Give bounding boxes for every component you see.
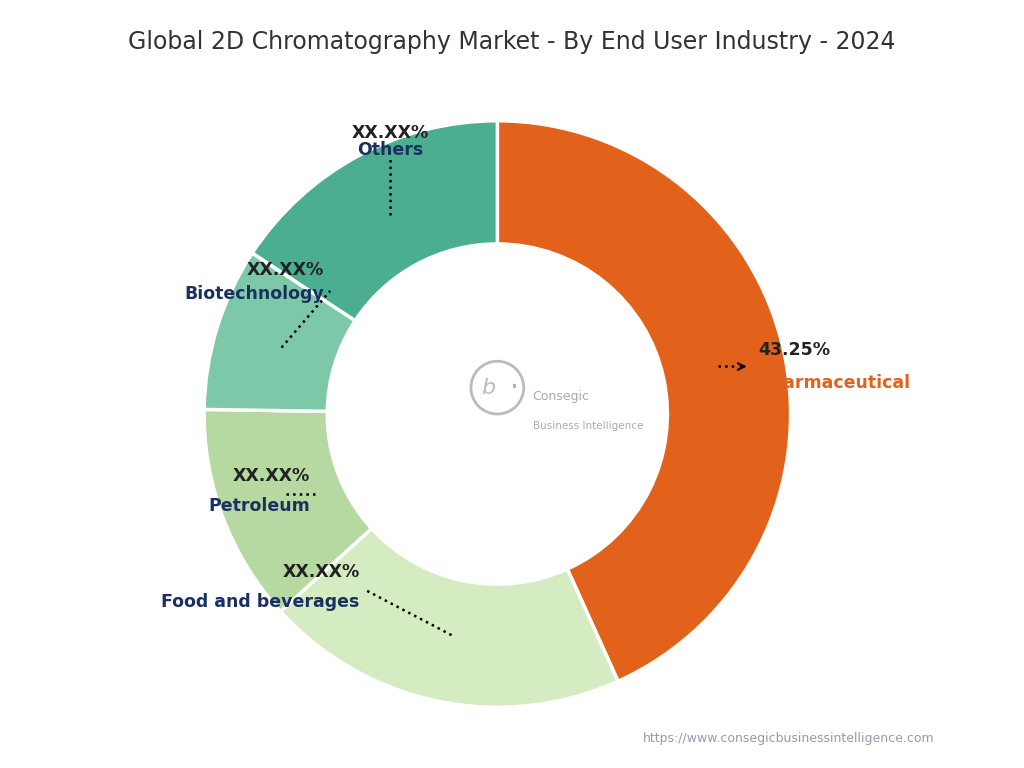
Wedge shape	[204, 409, 372, 611]
Text: ·: ·	[511, 373, 519, 402]
Text: 43.25%: 43.25%	[759, 341, 830, 359]
Text: https://www.consegicbusinessintelligence.com: https://www.consegicbusinessintelligence…	[643, 733, 934, 745]
Text: XX.XX%: XX.XX%	[351, 124, 429, 141]
Text: Pharmaceutical: Pharmaceutical	[759, 373, 910, 392]
Text: XX.XX%: XX.XX%	[247, 261, 325, 280]
Text: Petroleum: Petroleum	[208, 497, 309, 515]
Text: Others: Others	[357, 141, 423, 159]
Wedge shape	[498, 121, 791, 681]
Text: XX.XX%: XX.XX%	[283, 564, 359, 581]
Text: Global 2D Chromatography Market - By End User Industry - 2024: Global 2D Chromatography Market - By End…	[128, 30, 896, 55]
Text: Biotechnology: Biotechnology	[184, 285, 325, 303]
Text: XX.XX%: XX.XX%	[232, 467, 309, 485]
Wedge shape	[252, 121, 498, 321]
Wedge shape	[281, 528, 618, 707]
Wedge shape	[204, 253, 355, 412]
Text: b: b	[481, 378, 496, 398]
Text: Food and beverages: Food and beverages	[161, 593, 359, 611]
Text: Business Intelligence: Business Intelligence	[532, 421, 643, 431]
Text: Consegic: Consegic	[532, 390, 590, 403]
